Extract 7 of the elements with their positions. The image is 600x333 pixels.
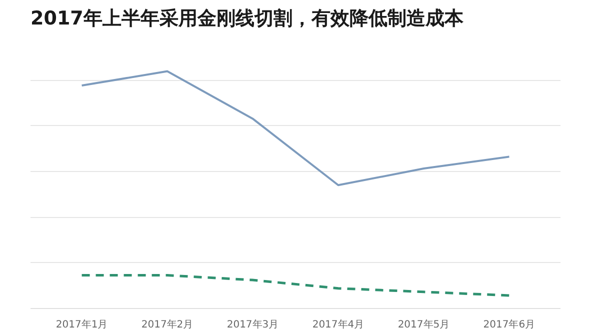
x-tick-label: 2017年6月 xyxy=(483,318,536,330)
x-tick-label: 2017年2月 xyxy=(141,318,194,330)
x-tick-label: 2017年1月 xyxy=(56,318,108,330)
x-tick-label: 2017年5月 xyxy=(398,318,450,330)
chart-title: 2017年上半年采用金刚线切割，有效降低制造成本 xyxy=(30,8,464,30)
x-tick-label: 2017年3月 xyxy=(226,318,279,330)
x-tick-label: 2017年4月 xyxy=(312,318,364,330)
